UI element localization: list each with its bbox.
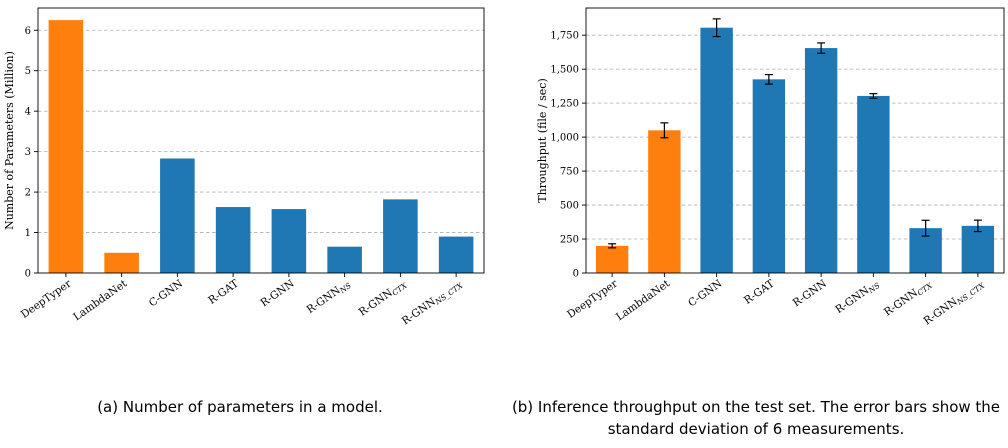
x-tick-label: LambdaNet — [71, 277, 130, 323]
y-tick-label: 1,250 — [550, 99, 579, 110]
y-tick-label: 750 — [560, 167, 579, 178]
y-tick-label: 5 — [25, 66, 31, 77]
bar-lambdanet — [648, 130, 681, 273]
chart-b: 0 250 500 750 1,000 1,250 1,500 1,750 Throughput… — [536, 7, 1005, 327]
y-tick-label: 6 — [25, 26, 31, 37]
x-tick-label: LambdaNet — [614, 277, 673, 323]
bar-lambdanet — [104, 252, 139, 273]
error-bar — [973, 219, 982, 233]
x-tick-label: C-GNN — [147, 278, 185, 310]
error-bar — [660, 122, 669, 139]
y-tick-label: 500 — [560, 201, 579, 212]
x-tick-label: R-GAT — [742, 278, 777, 307]
y-tick-label: 4 — [25, 107, 31, 118]
y-tick-label: 1,500 — [550, 65, 579, 76]
x-tick-label: R-GNN — [258, 278, 296, 310]
bar-deeptyper — [48, 20, 84, 273]
y-tick-label: 1 — [25, 228, 31, 239]
chart-a: 0 1 2 3 4 5 6 Number of Parameters (Million) Dee… — [3, 7, 485, 328]
bar-c-gnn — [160, 158, 195, 273]
caption-a: (a) Number of parameters in a model. — [97, 398, 383, 416]
error-bar — [921, 219, 930, 237]
x-tick-label: DeepTyper — [565, 277, 621, 321]
bar-r-gnn-ns-ctx — [961, 225, 995, 273]
x-tick-label: R-GAT — [206, 278, 241, 307]
x-tick-label: R-GNNNS — [305, 278, 353, 317]
x-tick-label: R-GNN — [791, 278, 829, 310]
y-tick-label: 0 — [573, 269, 579, 280]
y-tick-label: 1,000 — [550, 133, 579, 144]
bar-r-gnn — [271, 209, 307, 273]
x-tick-label: R-GNNCTX — [357, 277, 409, 319]
y-tick-label: 2 — [25, 188, 31, 199]
bar-r-gnn-ns — [327, 246, 362, 273]
x-tick-label: DeepTyper — [19, 277, 75, 321]
error-bar — [608, 243, 617, 249]
bar-c-gnn — [700, 27, 733, 274]
bar-r-gnn — [804, 48, 838, 273]
error-bar — [869, 93, 878, 99]
bar-deeptyper — [595, 245, 629, 273]
x-tick-label: R-GNNNS — [833, 278, 881, 317]
axes-frame — [37, 7, 485, 274]
bar-r-gat — [215, 207, 251, 273]
error-bar — [764, 73, 773, 85]
bar-r-gnn-ctx — [383, 199, 418, 273]
bar-r-gnn-ns-ctx — [438, 236, 474, 273]
x-tick-label: R-GNNNS_CTX — [400, 277, 465, 328]
error-bar — [817, 42, 826, 54]
y-tick-label: 0 — [25, 269, 31, 280]
x-tick-label: C-GNN — [686, 278, 724, 310]
error-bar — [712, 18, 721, 38]
y-tick-label: 1,750 — [550, 31, 579, 42]
figure-canvas: 0 1 2 3 4 5 6 Number of Parameters (Million) Dee… — [3, 7, 1005, 328]
y-axis-label: Throughput (file / sec) — [536, 78, 549, 203]
axes-frame — [585, 7, 1005, 274]
y-tick-label: 250 — [560, 235, 579, 246]
y-tick-label: 3 — [25, 147, 31, 158]
bar-r-gnn-ns — [857, 95, 890, 273]
y-axis-label: Number of Parameters (Million) — [3, 51, 16, 230]
caption-b: (b) Inference throughput on the test set… — [511, 398, 1001, 438]
bar-r-gat — [752, 79, 786, 273]
